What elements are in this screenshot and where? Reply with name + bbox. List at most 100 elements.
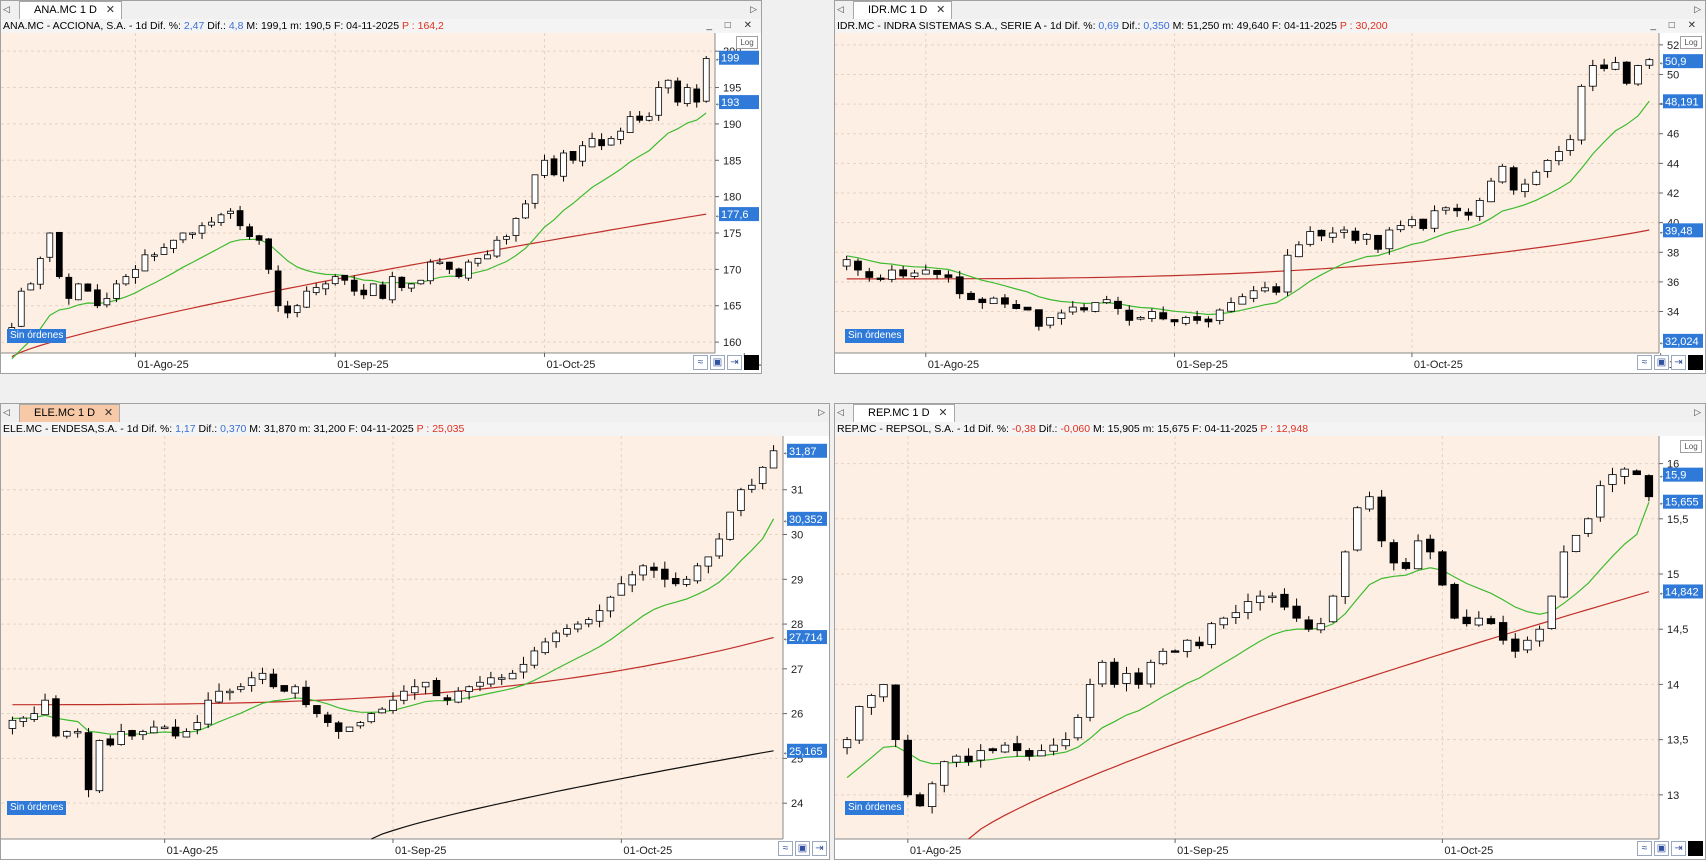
tab-scroll-right-icon[interactable]: ▷ bbox=[1694, 4, 1701, 14]
tab-scroll-right-icon[interactable]: ▷ bbox=[750, 4, 757, 14]
candle-body bbox=[493, 239, 501, 257]
log-scale-button[interactable]: Log bbox=[1680, 36, 1702, 49]
candle-body bbox=[217, 214, 225, 223]
candle-body bbox=[1183, 639, 1192, 652]
candle-body bbox=[132, 268, 139, 278]
candle-body bbox=[388, 276, 396, 301]
candle-body bbox=[1227, 302, 1235, 312]
candle-body bbox=[1328, 595, 1338, 623]
candle-body bbox=[106, 738, 115, 746]
tab-scroll-left-icon[interactable]: ◁ bbox=[837, 4, 844, 14]
candle-body bbox=[1462, 616, 1471, 625]
x-axis-area bbox=[1, 839, 783, 859]
symbol-description: ANA.MC - ACCIONA, S.A. - 1d bbox=[3, 20, 148, 32]
candle-body bbox=[671, 578, 680, 585]
candle-body bbox=[455, 268, 463, 278]
moving-average-slow bbox=[968, 591, 1650, 840]
min-value: m: 31,200 bbox=[298, 423, 346, 435]
candle-body bbox=[1577, 85, 1586, 141]
tab-scroll-left-icon[interactable]: ◁ bbox=[3, 4, 10, 14]
tab-scroll-right-icon[interactable]: ▷ bbox=[1694, 407, 1701, 417]
candle-body bbox=[378, 708, 386, 714]
log-scale-button[interactable]: Log bbox=[1680, 440, 1702, 453]
close-icon[interactable]: ✕ bbox=[105, 4, 115, 16]
dif-label: Dif.: bbox=[1038, 423, 1058, 435]
candle-body bbox=[927, 783, 937, 807]
candle-body bbox=[1146, 661, 1155, 685]
candle-body bbox=[1430, 210, 1439, 229]
color-icon[interactable] bbox=[744, 355, 759, 370]
price-chart[interactable]: 16016517017518018519019520001-Ago-2501-S… bbox=[1, 33, 762, 374]
candle-body bbox=[1000, 744, 1010, 753]
candle-body bbox=[1012, 304, 1021, 309]
window-buttons[interactable]: _ □ ✕ bbox=[1650, 20, 1701, 31]
candle-body bbox=[617, 583, 626, 596]
candle-body bbox=[497, 677, 506, 680]
save-icon[interactable]: ▣ bbox=[710, 355, 725, 370]
tab-ele[interactable]: ELE.MC 1 D ✕ bbox=[19, 404, 121, 422]
candle-body bbox=[1532, 171, 1541, 185]
close-icon[interactable]: ✕ bbox=[938, 407, 948, 419]
window-buttons[interactable]: _ □ ✕ bbox=[706, 20, 757, 31]
candle-body bbox=[84, 732, 93, 791]
candle-body bbox=[160, 247, 168, 255]
close-icon[interactable]: ✕ bbox=[936, 4, 946, 16]
symbol-description: ELE.MC - ENDESA,S.A. - 1d bbox=[3, 423, 139, 435]
candle-body bbox=[476, 681, 484, 687]
price-chart[interactable]: 13 13,5 14 14,5 15 15,5 16 01-Ago-25 01-Sep-25 01… bbox=[835, 436, 1706, 860]
candle-body bbox=[94, 289, 101, 307]
candle-body bbox=[341, 274, 349, 281]
tab-scroll-left-icon[interactable]: ◁ bbox=[3, 407, 10, 417]
dif-label: Dif.: bbox=[207, 20, 226, 32]
color-icon[interactable] bbox=[1688, 355, 1703, 370]
save-icon[interactable]: ▣ bbox=[1654, 841, 1669, 856]
tab-idr[interactable]: IDR.MC 1 D ✕ bbox=[853, 1, 953, 19]
y-tick-label: 28 bbox=[791, 619, 803, 631]
candle-body bbox=[842, 739, 852, 749]
candle-body bbox=[52, 698, 60, 737]
price-chart[interactable]: 3436384042444648505201-Ago-2501-Sep-2501… bbox=[835, 33, 1706, 374]
x-tick-label: 01-Oct-25 bbox=[1444, 845, 1493, 857]
indicator-icon[interactable]: ≈ bbox=[778, 841, 793, 856]
candle-body bbox=[1110, 661, 1119, 685]
orders-status-badge: Sin órdenes bbox=[845, 801, 905, 815]
candle-body bbox=[284, 305, 291, 314]
candle-body bbox=[693, 565, 702, 582]
candle-body bbox=[1608, 474, 1617, 485]
fit-icon[interactable]: ⇥ bbox=[1671, 355, 1686, 370]
save-icon[interactable]: ▣ bbox=[1654, 355, 1669, 370]
candle-body bbox=[1023, 306, 1032, 311]
fit-icon[interactable]: ⇥ bbox=[1671, 841, 1686, 856]
fit-icon[interactable]: ⇥ bbox=[727, 355, 742, 370]
max-value: M: 199,1 bbox=[246, 20, 288, 32]
price-tag-box bbox=[1663, 54, 1703, 69]
price-tag-box bbox=[1663, 94, 1703, 109]
candle-body bbox=[407, 283, 415, 289]
tab-scroll-left-icon[interactable]: ◁ bbox=[837, 407, 844, 417]
y-tick-label: 175 bbox=[723, 228, 741, 240]
tab-ana[interactable]: ANA.MC 1 D ✕ bbox=[19, 1, 122, 19]
candle-body bbox=[312, 287, 320, 293]
candle-body bbox=[955, 276, 964, 295]
candle-body bbox=[887, 269, 896, 280]
candle-body bbox=[113, 283, 120, 299]
candle-body bbox=[1204, 318, 1213, 323]
color-icon[interactable] bbox=[1688, 841, 1703, 856]
log-scale-button[interactable]: Log bbox=[736, 36, 758, 49]
candle-body bbox=[1317, 229, 1326, 237]
chart-panel-idr: ◁ IDR.MC 1 D ✕ ▷ IDR.MC - INDRA SISTEMAS … bbox=[834, 0, 1706, 374]
indicator-icon[interactable]: ≈ bbox=[693, 355, 708, 370]
save-icon[interactable]: ▣ bbox=[795, 841, 810, 856]
candle-body bbox=[1509, 167, 1518, 191]
close-icon[interactable]: ✕ bbox=[103, 407, 114, 419]
candle-body bbox=[1025, 750, 1034, 757]
chart-toolbar: ≈ ▣ ⇥ bbox=[693, 355, 759, 371]
fit-icon[interactable]: ⇥ bbox=[812, 841, 827, 856]
indicator-icon[interactable]: ≈ bbox=[1637, 841, 1652, 856]
tab-scroll-right-icon[interactable]: ▷ bbox=[818, 407, 825, 417]
date-value: F: 04-11-2025 bbox=[348, 423, 414, 435]
tab-rep[interactable]: REP.MC 1 D ✕ bbox=[853, 404, 955, 422]
candle-body bbox=[531, 174, 539, 204]
indicator-icon[interactable]: ≈ bbox=[1637, 355, 1652, 370]
